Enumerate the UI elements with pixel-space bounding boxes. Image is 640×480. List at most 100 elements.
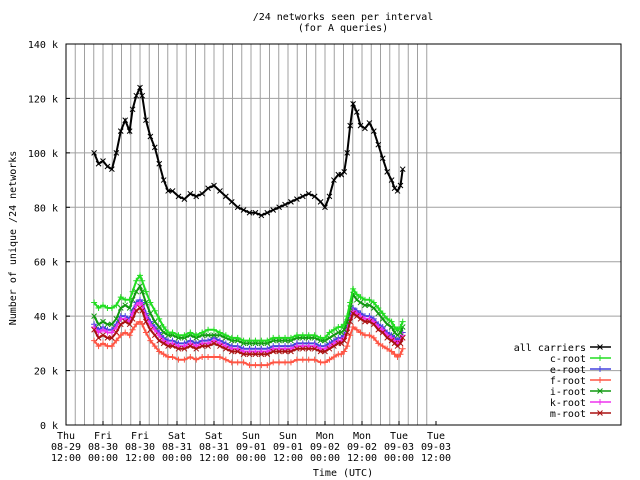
data-point [147,326,154,333]
y-tick-label: 60 k [34,258,58,269]
data-point [156,348,163,355]
data-point [199,343,206,349]
data-point [193,193,200,200]
data-point [100,332,106,339]
data-point [142,288,149,295]
data-point [187,329,194,336]
data-point [133,307,140,314]
data-point [388,177,395,183]
data-point [282,201,288,208]
data-point [264,362,271,369]
data-point [370,334,377,341]
data-point [122,302,129,309]
data-point [193,345,200,352]
legend-marker [597,410,603,416]
series-f-root [91,318,406,369]
data-point [175,345,182,352]
data-point [228,334,235,341]
data-point [117,128,124,134]
data-point [228,198,235,205]
x-tick-label: Mon [316,431,334,442]
data-point [109,335,115,341]
x-tick-label: Thu [57,431,75,442]
legend-label: k-root [550,398,586,409]
data-point [211,326,217,333]
data-point [91,337,98,344]
data-point [95,343,102,350]
data-point [151,307,158,314]
data-point [95,321,102,328]
data-point [344,343,351,350]
data-point [139,92,146,99]
data-point [217,188,223,194]
data-point [252,362,259,369]
data-point [100,318,106,325]
data-point [375,141,382,148]
data-point [169,329,176,336]
x-axis-label: Time (UTC) [313,468,373,479]
data-point [156,324,163,330]
data-point [95,160,102,167]
data-point [370,128,377,134]
x-tick-label: 12:00 [125,453,155,464]
data-point [397,351,404,358]
data-point [160,177,167,183]
data-point [222,332,229,339]
data-point [122,117,129,124]
data-point [322,359,328,366]
data-point [160,324,167,331]
data-point [169,343,176,349]
data-point [181,196,188,202]
data-point [288,348,294,355]
data-point [205,185,211,192]
data-point [294,345,300,352]
data-point [211,182,217,189]
data-point [282,334,289,341]
x-tick-label: 12:00 [421,453,451,464]
plot-frame [65,43,622,426]
data-point [240,207,247,213]
data-point [264,209,271,216]
data-point [293,356,300,363]
data-point [199,353,206,360]
data-point [169,188,176,194]
data-point [211,353,217,360]
data-point [375,326,382,333]
data-point [357,294,364,301]
data-point [199,329,206,336]
x-tick-label: 09-02 [347,442,377,453]
data-point [394,326,401,333]
data-point [104,321,111,328]
data-point [311,345,318,352]
data-point [91,324,98,331]
data-point [388,348,395,355]
data-point [91,299,98,306]
data-point [139,307,146,314]
data-point [399,345,406,352]
data-point [311,332,318,339]
data-point [397,182,404,189]
legend-label: m-root [550,409,586,420]
data-point [222,193,229,200]
data-point [160,340,167,347]
data-point [156,160,163,167]
data-point [384,169,391,175]
data-point [344,313,351,320]
data-point [384,321,391,328]
data-point [391,324,398,331]
data-point [228,348,235,355]
legend-marker [597,344,603,350]
data-point [129,326,136,333]
data-point [394,353,401,360]
data-point [317,198,324,205]
data-point [205,326,212,333]
data-point [205,332,211,339]
data-point [276,334,283,341]
data-point [222,345,229,352]
data-point [353,296,360,303]
data-point [287,334,294,341]
data-point [142,329,149,336]
data-point [133,92,140,99]
